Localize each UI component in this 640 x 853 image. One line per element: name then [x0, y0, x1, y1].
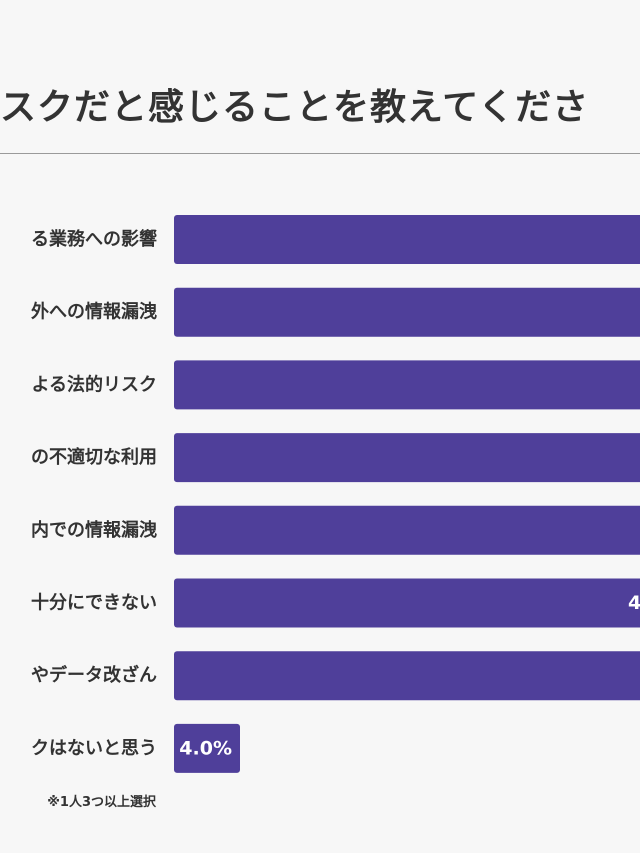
- value-label: 4.0%: [179, 737, 232, 759]
- category-label: やデータ改ざん: [31, 664, 157, 686]
- bar: [174, 360, 640, 410]
- category-label: る業務への影響: [31, 228, 157, 250]
- bar: [174, 651, 640, 701]
- bar: [174, 505, 640, 555]
- bar: [174, 578, 640, 628]
- bar: [174, 287, 640, 337]
- title-divider: [0, 153, 640, 154]
- category-label: クはないと思う: [31, 738, 157, 759]
- category-label: 十分にできない: [31, 592, 157, 614]
- bar: [174, 433, 640, 483]
- bar: [174, 723, 240, 773]
- footnote: ※1人3つ以上選択: [47, 795, 156, 810]
- category-label: 外への情報漏洩: [31, 301, 157, 323]
- bar: [174, 215, 640, 264]
- category-label: の不適切な利用: [31, 446, 157, 468]
- value-label: 4: [628, 592, 640, 614]
- category-label: 内での情報漏洩: [31, 519, 157, 541]
- chart-title: スクだと感じることを教えてくださ: [0, 87, 590, 128]
- category-label: よる法的リスク: [32, 373, 157, 395]
